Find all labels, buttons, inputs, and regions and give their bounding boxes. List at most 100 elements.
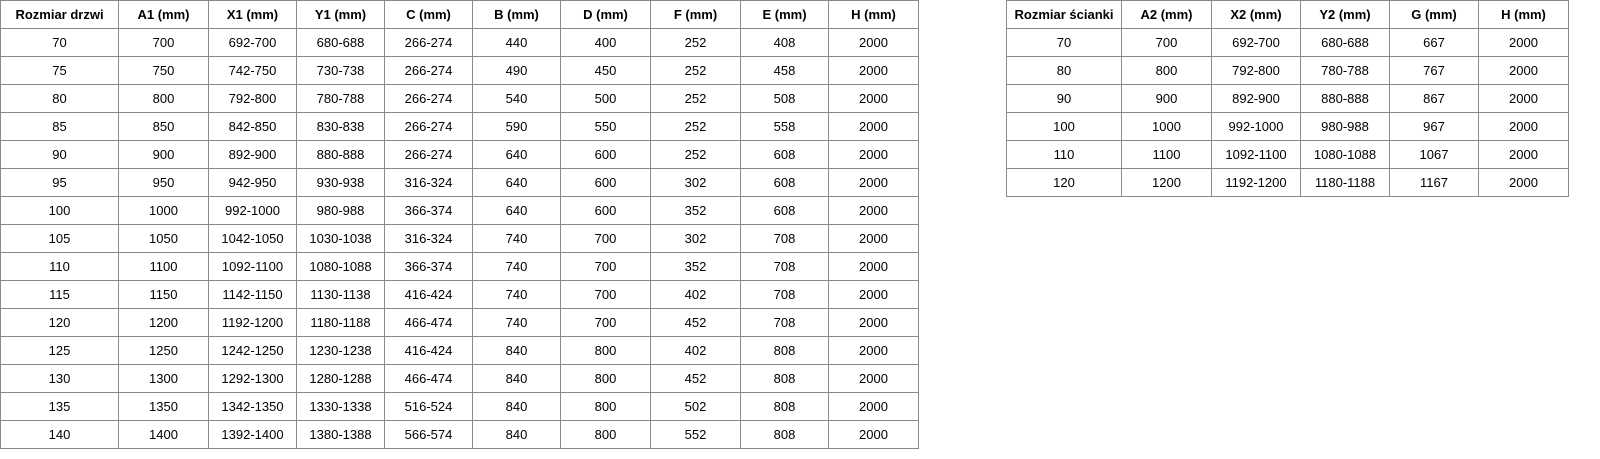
table-cell: 742-750 xyxy=(208,56,297,85)
table-cell: 792-800 xyxy=(1211,56,1301,85)
table-cell: 252 xyxy=(650,84,741,113)
table-cell: 366-374 xyxy=(384,252,473,281)
table-cell: 680-688 xyxy=(296,28,385,57)
table-cell: 1350 xyxy=(118,392,209,421)
table-cell: 516-524 xyxy=(384,392,473,421)
table-row: 105 1050 1042-1050 1030-1038 316-324 740 700 30… xyxy=(0,224,919,253)
column-header: A2 (mm) xyxy=(1121,0,1212,29)
table-cell: 700 xyxy=(1121,28,1212,57)
table-cell: 780-788 xyxy=(1300,56,1390,85)
table-cell: 1000 xyxy=(118,196,209,225)
column-header: A1 (mm) xyxy=(118,0,209,29)
table-cell: 1150 xyxy=(118,280,209,309)
table-cell: 1092-1100 xyxy=(1211,140,1301,169)
table-cell: 1042-1050 xyxy=(208,224,297,253)
table-cell: 266-274 xyxy=(384,56,473,85)
table-cell: 115 xyxy=(0,280,119,309)
table-cell: 608 xyxy=(740,196,829,225)
table-cell: 1280-1288 xyxy=(296,364,385,393)
table-cell: 416-424 xyxy=(384,280,473,309)
table-cell: 2000 xyxy=(828,140,919,169)
table-cell: 100 xyxy=(0,196,119,225)
column-header: B (mm) xyxy=(472,0,561,29)
column-header: D (mm) xyxy=(560,0,651,29)
table-cell: 692-700 xyxy=(208,28,297,57)
table-row: 70 700 692-700 680-688 266-274 440 400 252 408 20… xyxy=(0,28,919,57)
table-cell: 1192-1200 xyxy=(208,308,297,337)
table-cell: 708 xyxy=(740,224,829,253)
table-cell: 1250 xyxy=(118,336,209,365)
table-cell: 800 xyxy=(1121,56,1212,85)
table-cell: 1192-1200 xyxy=(1211,168,1301,197)
table-cell: 800 xyxy=(560,392,651,421)
table-cell: 750 xyxy=(118,56,209,85)
table-row: 75 750 742-750 730-738 266-274 490 450 252 458 20… xyxy=(0,56,919,85)
table-cell: 2000 xyxy=(828,28,919,57)
table-cell: 880-888 xyxy=(296,140,385,169)
table-cell: 992-1000 xyxy=(208,196,297,225)
table-cell: 2000 xyxy=(828,112,919,141)
table-row: 140 1400 1392-1400 1380-1388 566-574 840 800 55… xyxy=(0,420,919,449)
table-cell: 880-888 xyxy=(1300,84,1390,113)
table-cell: 452 xyxy=(650,308,741,337)
table-cell: 2000 xyxy=(1478,140,1569,169)
column-header: X1 (mm) xyxy=(208,0,297,29)
table-cell: 1080-1088 xyxy=(1300,140,1390,169)
table-cell: 1180-1188 xyxy=(1300,168,1390,197)
table-cell: 2000 xyxy=(1478,56,1569,85)
column-header: Y1 (mm) xyxy=(296,0,385,29)
table-cell: 1130-1138 xyxy=(296,280,385,309)
table-cell: 2000 xyxy=(828,196,919,225)
column-header: F (mm) xyxy=(650,0,741,29)
table-cell: 680-688 xyxy=(1300,28,1390,57)
table-cell: 2000 xyxy=(828,392,919,421)
table-cell: 1050 xyxy=(118,224,209,253)
table-cell: 140 xyxy=(0,420,119,449)
table-cell: 266-274 xyxy=(384,112,473,141)
table-row: 95 950 942-950 930-938 316-324 640 600 302 608 20… xyxy=(0,168,919,197)
table-cell: 967 xyxy=(1389,112,1479,141)
table-cell: 416-424 xyxy=(384,336,473,365)
table-cell: 2000 xyxy=(828,280,919,309)
table-cell: 85 xyxy=(0,112,119,141)
table-cell: 800 xyxy=(118,84,209,113)
table-cell: 950 xyxy=(118,168,209,197)
table-cell: 2000 xyxy=(828,252,919,281)
table-cell: 400 xyxy=(560,28,651,57)
table-cell: 70 xyxy=(0,28,119,57)
table-row: 135 1350 1342-1350 1330-1338 516-524 840 800 50… xyxy=(0,392,919,421)
table-cell: 2000 xyxy=(828,84,919,113)
table-row: 70 700 692-700 680-688 667 2000 xyxy=(1006,28,1569,57)
table-cell: 402 xyxy=(650,336,741,365)
table-cell: 552 xyxy=(650,420,741,449)
table-cell: 640 xyxy=(472,140,561,169)
table-cell: 767 xyxy=(1389,56,1479,85)
table-cell: 1167 xyxy=(1389,168,1479,197)
table-cell: 800 xyxy=(560,336,651,365)
column-header: H (mm) xyxy=(828,0,919,29)
table-cell: 1000 xyxy=(1121,112,1212,141)
table-cell: 550 xyxy=(560,112,651,141)
table-cell: 840 xyxy=(472,420,561,449)
table-cell: 800 xyxy=(560,364,651,393)
header-row: Rozmiar ścianki A2 (mm) X2 (mm) Y2 (mm) G (m… xyxy=(1006,0,1569,29)
table-cell: 130 xyxy=(0,364,119,393)
table-cell: 352 xyxy=(650,252,741,281)
table-row: 120 1200 1192-1200 1180-1188 1167 2000 xyxy=(1006,168,1569,197)
table-cell: 1067 xyxy=(1389,140,1479,169)
table-cell: 408 xyxy=(740,28,829,57)
table-cell: 70 xyxy=(1006,28,1122,57)
table-cell: 980-988 xyxy=(1300,112,1390,141)
table-cell: 366-374 xyxy=(384,196,473,225)
table-cell: 2000 xyxy=(828,168,919,197)
table-cell: 590 xyxy=(472,112,561,141)
table-cell: 110 xyxy=(1006,140,1122,169)
table-cell: 708 xyxy=(740,280,829,309)
table-cell: 840 xyxy=(472,364,561,393)
table-cell: 700 xyxy=(560,224,651,253)
table-cell: 95 xyxy=(0,168,119,197)
table-cell: 800 xyxy=(560,420,651,449)
table-cell: 1300 xyxy=(118,364,209,393)
table-cell: 708 xyxy=(740,308,829,337)
table-cell: 1200 xyxy=(1121,168,1212,197)
